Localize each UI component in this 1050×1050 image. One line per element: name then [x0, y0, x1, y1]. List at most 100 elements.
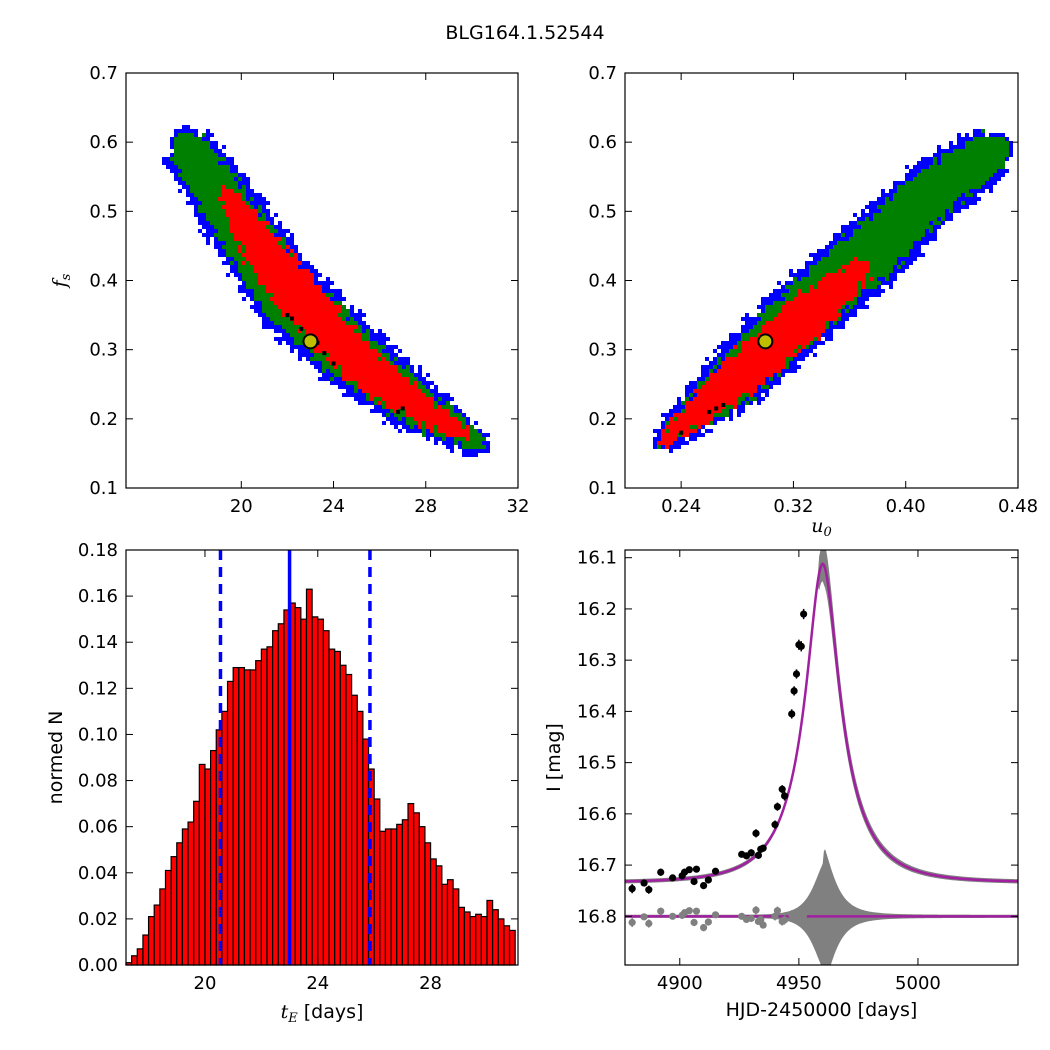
region-inner-cell [258, 273, 262, 277]
region-inner-cell [318, 285, 322, 289]
region-inner-cell [310, 305, 314, 309]
region-middle-cell [262, 293, 266, 297]
region-inner-cell [362, 389, 366, 393]
region-outer-cell [817, 341, 821, 345]
region-outer-cell [262, 197, 266, 201]
region-middle-cell [422, 425, 426, 429]
region-inner-cell [394, 377, 398, 381]
region-outer-cell [813, 257, 817, 261]
region-inner-cell [302, 321, 306, 325]
region-middle-cell [462, 445, 466, 449]
region-outer-cell [170, 169, 174, 173]
region-outer-cell [829, 245, 833, 249]
region-inner-cell [242, 213, 246, 217]
region-outer-cell [677, 405, 681, 409]
region-inner-cell [374, 349, 378, 353]
region-outer-cell [837, 325, 841, 329]
region-outer-cell [893, 269, 897, 273]
region-inner-cell [330, 301, 334, 305]
region-outer-cell [430, 433, 434, 437]
region-middle-cell [218, 173, 222, 177]
region-outer-cell [254, 305, 258, 309]
region-middle-cell [338, 369, 342, 373]
region-inner-cell [346, 329, 350, 333]
region-inner-cell [454, 417, 458, 421]
region-middle-cell [278, 313, 282, 317]
region-outer-cell [757, 317, 761, 321]
region-inner-cell [302, 273, 306, 277]
region-outer-cell [781, 289, 785, 293]
region-outer-cell [214, 149, 218, 153]
region-outer-cell [857, 217, 861, 221]
region-middle-cell [250, 265, 254, 269]
region-outer-cell [170, 165, 174, 169]
region-inner-cell [426, 409, 430, 413]
region-inner-cell [274, 301, 278, 305]
region-middle-cell [238, 261, 242, 265]
region-outer-cell [434, 437, 438, 441]
region-inner-cell [362, 365, 366, 369]
region-outer-cell [294, 245, 298, 249]
region-outer-cell [250, 189, 254, 193]
region-middle-cell [178, 137, 182, 141]
region-middle-cell [218, 213, 222, 217]
region-outer-cell [234, 261, 238, 265]
region-outer-cell [697, 433, 701, 437]
region-outer-cell [705, 429, 709, 433]
region-outer-cell [829, 333, 833, 337]
region-outer-cell [877, 201, 881, 205]
region-outer-cell [402, 417, 406, 421]
region-inner-cell [358, 381, 362, 385]
region-outer-cell [398, 357, 402, 361]
region-outer-cell [749, 401, 753, 405]
region-outer-cell [857, 305, 861, 309]
region-outer-cell [378, 333, 382, 337]
region-middle-cell [206, 185, 210, 189]
region-outer-cell [749, 325, 753, 329]
region-middle-cell [210, 205, 214, 209]
region-inner-cell [258, 229, 262, 233]
region-outer-cell [721, 349, 725, 353]
region-inner-cell [274, 277, 278, 281]
region-inner-cell [358, 377, 362, 381]
region-inner-cell [342, 373, 346, 377]
region-inner-cell [322, 301, 326, 305]
region-outer-cell [378, 405, 382, 409]
region-outer-cell [306, 261, 310, 265]
region-outer-cell [745, 317, 749, 321]
region-outer-cell [833, 325, 837, 329]
region-outer-cell [298, 345, 302, 349]
region-inner-cell [354, 341, 358, 345]
region-outer-cell [294, 249, 298, 253]
region-outer-cell [741, 401, 745, 405]
y-tick-label: 0.5 [89, 201, 118, 222]
region-inner-cell [314, 329, 318, 333]
region-inner-cell [342, 353, 346, 357]
region-inner-cell [230, 217, 234, 221]
region-inner-cell [454, 433, 458, 437]
region-inner-cell [390, 385, 394, 389]
region-middle-cell [322, 357, 326, 361]
region-middle-cell [286, 321, 290, 325]
region-inner-cell [278, 297, 282, 301]
region-outer-cell [697, 377, 701, 381]
region-outer-cell [414, 425, 418, 429]
region-middle-cell [258, 289, 262, 293]
region-outer-cell [705, 365, 709, 369]
region-outer-cell [382, 409, 386, 413]
region-middle-cell [382, 345, 386, 349]
region-middle-cell [366, 333, 370, 337]
region-outer-cell [773, 289, 777, 293]
region-middle-cell [422, 429, 426, 433]
region-inner-cell [226, 205, 230, 209]
region-inner-cell [386, 397, 390, 401]
region-inner-cell [342, 377, 346, 381]
region-outer-cell [174, 133, 178, 137]
region-outer-cell [677, 397, 681, 401]
region-outer-cell [326, 277, 330, 281]
region-inner-cell [262, 269, 266, 273]
region-inner-cell [266, 253, 270, 257]
region-inner-cell [350, 361, 354, 365]
region-inner-cell [326, 337, 330, 341]
region-middle-cell [258, 217, 262, 221]
